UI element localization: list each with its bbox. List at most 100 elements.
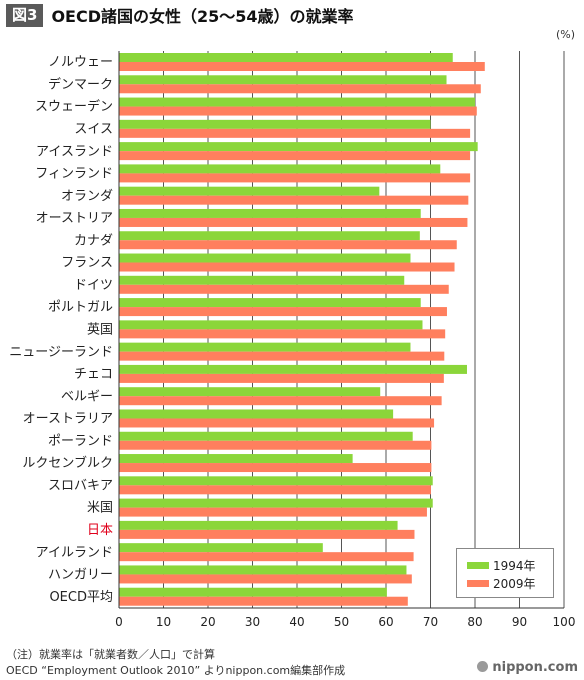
bar-2009-6	[119, 195, 469, 205]
bar-1994-23	[119, 565, 407, 575]
brand-logo: nippon.com	[477, 660, 578, 675]
category-label-23: ハンガリー	[48, 568, 113, 583]
bar-2009-1	[119, 84, 481, 94]
bar-1994-2	[119, 97, 475, 107]
bar-2009-13	[119, 351, 445, 361]
category-label-22: アイルランド	[36, 545, 113, 560]
bar-2009-7	[119, 217, 468, 227]
bar-2009-14	[119, 373, 444, 383]
legend-swatch-2009	[467, 580, 489, 587]
category-label-20: 米国	[87, 501, 113, 516]
category-label-0: ノルウェー	[48, 55, 113, 70]
bar-2009-3	[119, 128, 471, 138]
bar-1994-1	[119, 75, 447, 85]
legend-swatch-1994	[467, 562, 489, 569]
bar-1994-22	[119, 543, 323, 553]
category-label-6: オランダ	[61, 189, 113, 204]
bar-2009-24	[119, 596, 408, 606]
category-label-7: オーストリア	[36, 211, 113, 226]
category-label-8: カナダ	[74, 233, 113, 248]
bar-2009-8	[119, 240, 457, 250]
bar-1994-20	[119, 498, 433, 508]
x-tick-label-50: 50	[334, 615, 349, 629]
bar-1994-19	[119, 476, 433, 486]
category-label-4: アイスランド	[36, 144, 113, 159]
category-label-14: チェコ	[74, 367, 113, 382]
bar-chart: ノルウェーデンマークスウェーデンスイスアイスランドフィンランドオランダオーストリ…	[9, 51, 576, 629]
bar-1994-6	[119, 186, 380, 196]
category-label-9: フランス	[61, 256, 113, 271]
x-tick-label-20: 20	[200, 615, 215, 629]
x-tick-label-80: 80	[467, 615, 482, 629]
category-label-11: ポルトガル	[48, 300, 113, 315]
bar-2009-5	[119, 173, 471, 183]
x-tick-label-60: 60	[378, 615, 393, 629]
category-label-2: スウェーデン	[35, 99, 113, 115]
bar-1994-8	[119, 231, 420, 241]
x-tick-label-70: 70	[423, 615, 438, 629]
category-label-16: オーストラリア	[23, 412, 113, 427]
category-label-18: ルクセンブルク	[22, 455, 113, 471]
bar-1994-0	[119, 53, 453, 62]
category-label-21: 日本	[87, 523, 113, 538]
x-tick-label-0: 0	[115, 615, 123, 629]
bar-2009-19	[119, 485, 431, 495]
bar-2009-0	[119, 62, 485, 71]
chart-header: 図3 OECD諸国の女性（25〜54歳）の就業率	[6, 2, 354, 28]
bar-2009-15	[119, 396, 442, 406]
bar-2009-12	[119, 329, 446, 339]
category-label-3: スイス	[74, 122, 113, 137]
category-label-24: OECD平均	[49, 590, 113, 605]
bar-2009-23	[119, 574, 412, 584]
bar-1994-9	[119, 253, 411, 263]
category-label-15: ベルギー	[61, 389, 113, 404]
bar-2009-20	[119, 507, 427, 517]
bar-2009-10	[119, 284, 449, 294]
bar-2009-17	[119, 440, 432, 450]
bar-1994-18	[119, 454, 353, 464]
x-tick-label-30: 30	[245, 615, 260, 629]
bar-1994-11	[119, 298, 421, 308]
bar-1994-17	[119, 431, 413, 441]
bar-2009-22	[119, 552, 414, 562]
category-label-1: デンマーク	[48, 76, 113, 92]
category-label-17: ポーランド	[48, 434, 113, 449]
category-label-19: スロバキア	[48, 478, 113, 493]
figure-label: 図3	[6, 3, 44, 27]
x-tick-label-90: 90	[512, 615, 527, 629]
brand-dot-icon	[477, 661, 489, 672]
bar-2009-2	[119, 106, 477, 116]
bar-1994-4	[119, 142, 478, 152]
bar-1994-3	[119, 119, 431, 129]
bar-2009-18	[119, 463, 432, 473]
category-label-10: ドイツ	[74, 278, 113, 293]
bar-2009-4	[119, 151, 471, 161]
bar-2009-16	[119, 418, 435, 428]
note-line-1: （注）就業率は「就業者数／人口」で計算	[6, 648, 215, 661]
bar-2009-21	[119, 529, 415, 539]
unit-label: (%)	[556, 28, 576, 41]
legend-item-2009: 2009年	[467, 575, 536, 592]
bar-1994-10	[119, 275, 405, 285]
note-line-2: OECD “Employment Outlook 2010” よりnippon.…	[6, 664, 346, 677]
bar-1994-12	[119, 320, 423, 330]
bar-1994-5	[119, 164, 441, 174]
x-tick-label-40: 40	[289, 615, 304, 629]
chart-title: OECD諸国の女性（25〜54歳）の就業率	[51, 7, 354, 26]
legend-label-1994: 1994年	[493, 559, 536, 573]
bar-1994-14	[119, 364, 467, 374]
legend-item-1994: 1994年	[467, 557, 536, 574]
bar-1994-24	[119, 587, 387, 597]
bar-2009-11	[119, 307, 447, 317]
x-tick-label-10: 10	[156, 615, 171, 629]
legend-label-2009: 2009年	[493, 577, 536, 591]
bar-1994-16	[119, 409, 394, 419]
brand-text: nippon.com	[492, 660, 578, 675]
category-label-5: フィンランド	[35, 167, 113, 182]
bar-1994-7	[119, 208, 421, 218]
bar-1994-21	[119, 520, 398, 530]
bar-2009-9	[119, 262, 455, 272]
x-tick-label-100: 100	[553, 615, 576, 629]
legend: 1994年 2009年	[456, 548, 554, 598]
bar-1994-13	[119, 342, 411, 352]
